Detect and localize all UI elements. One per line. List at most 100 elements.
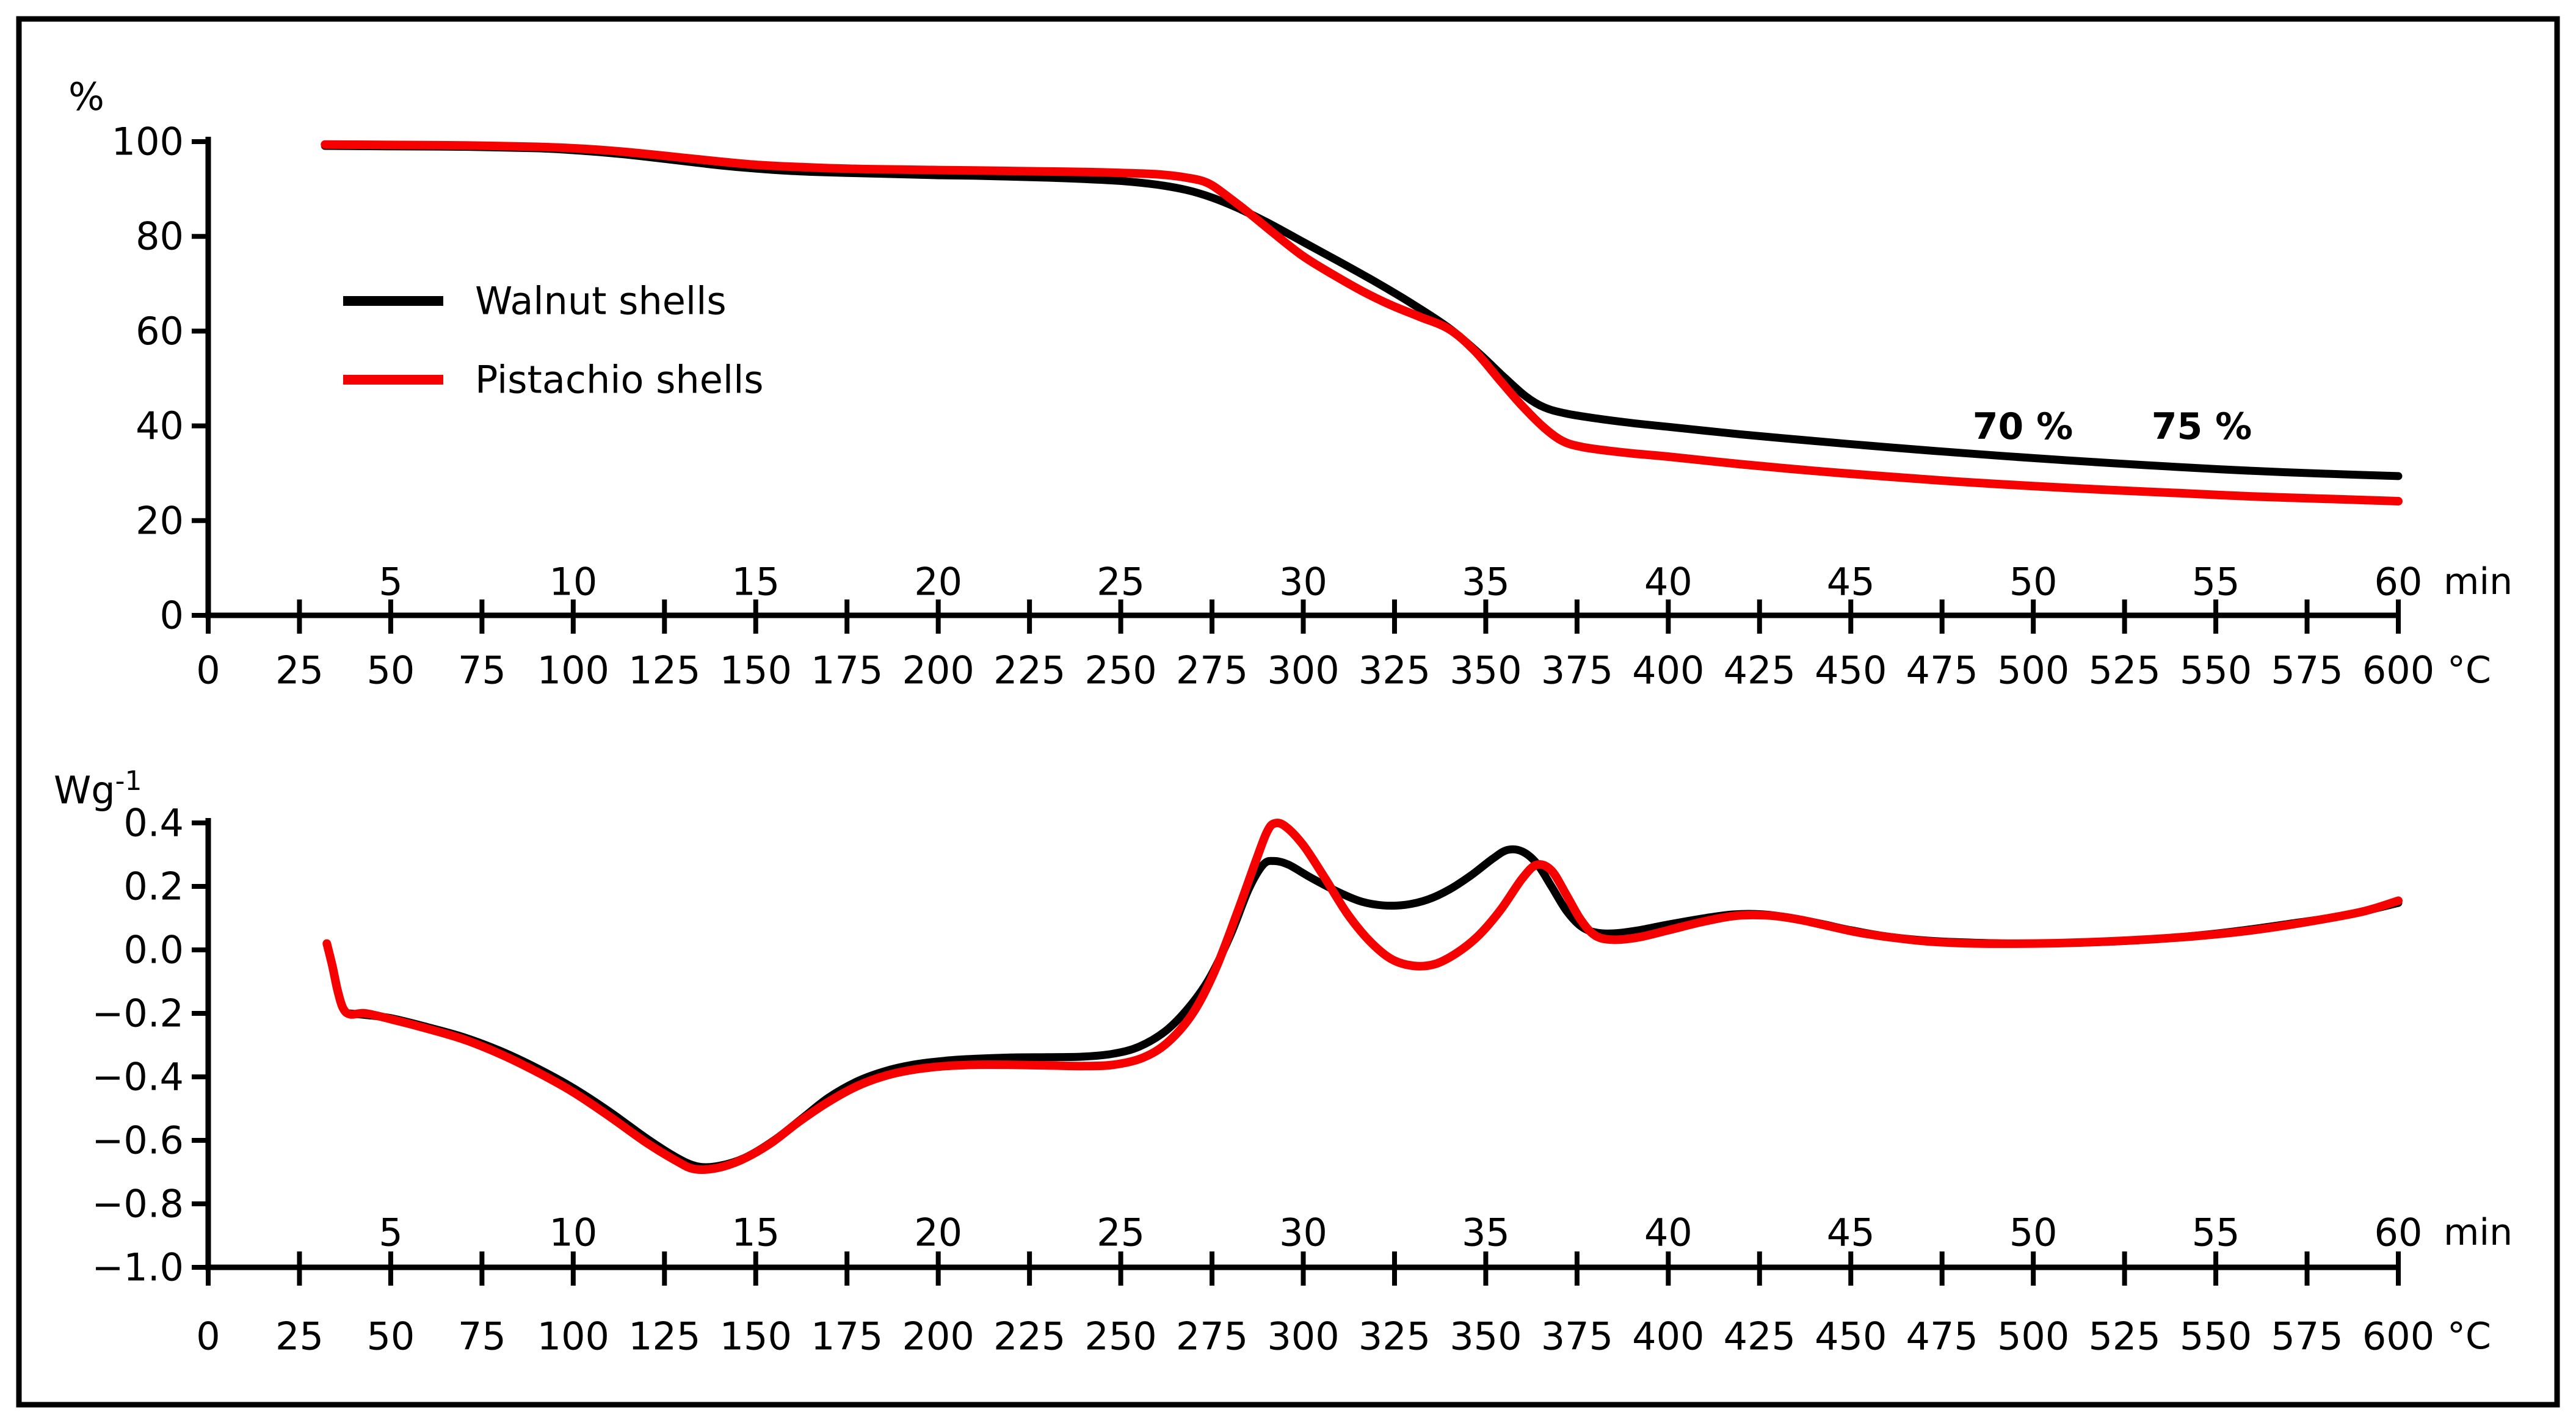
dsc-celsius-label: 0 (196, 1314, 220, 1359)
dsc-celsius-label: 100 (537, 1314, 609, 1359)
tga-y-tick-label: 60 (136, 309, 184, 353)
tga-celsius-label: 275 (1176, 648, 1248, 693)
tga-celsius-label: 125 (628, 648, 700, 693)
tga-pistachio-curve (321, 140, 2403, 505)
dsc-celsius-label: 25 (275, 1314, 324, 1359)
dsc-chart: Wg-1 0.4 0.2 0.0 −0.2 −0.4 −0.6 −0.8 −1.0 5 10 15 2… (54, 766, 2513, 1359)
dsc-min-label: 40 (1644, 1211, 1693, 1255)
tga-min-label: 50 (2009, 560, 2058, 604)
dsc-celsius-label: 325 (1359, 1314, 1431, 1359)
legend-walnut-label: Walnut shells (475, 279, 727, 324)
dsc-min-label: 45 (1827, 1211, 1875, 1255)
tga-celsius-label: 350 (1449, 648, 1522, 693)
tga-x-unit-min: min (2444, 560, 2513, 603)
dsc-pistachio-curve (322, 819, 2403, 1175)
dsc-celsius-label: 475 (1906, 1314, 1978, 1359)
tga-y-tick-label: 40 (136, 404, 184, 448)
dsc-celsius-label: 275 (1176, 1314, 1248, 1359)
dsc-min-label: 5 (379, 1211, 402, 1255)
tga-celsius-label: 50 (366, 648, 415, 693)
tga-y-tick-label: 100 (112, 120, 184, 164)
tga-min-label: 25 (1097, 560, 1145, 604)
tga-min-label: 45 (1827, 560, 1875, 604)
dsc-min-label: 55 (2192, 1211, 2240, 1255)
dsc-min-label: 25 (1097, 1211, 1145, 1255)
tga-y-tick-label: 80 (136, 214, 184, 259)
dsc-celsius-label: 550 (2180, 1314, 2252, 1359)
dsc-celsius-label: 200 (902, 1314, 974, 1359)
tga-celsius-label: 400 (1632, 648, 1704, 693)
tga-annotation-pistachio-residue: 75 % (2152, 405, 2252, 448)
dsc-min-label: 35 (1462, 1211, 1510, 1255)
tga-celsius-label: 550 (2180, 648, 2252, 693)
tga-celsius-label: 575 (2271, 648, 2343, 693)
dsc-y-tick-label: −1.0 (92, 1245, 184, 1290)
dsc-celsius-label: 300 (1267, 1314, 1339, 1359)
tga-y-axis-label: % (68, 74, 104, 119)
dsc-celsius-label: 150 (720, 1314, 792, 1359)
dsc-y-tick-label: 0.4 (123, 801, 184, 845)
dsc-celsius-label: 400 (1632, 1314, 1704, 1359)
dsc-celsius-label: 525 (2088, 1314, 2160, 1359)
dsc-celsius-label: 225 (993, 1314, 1065, 1359)
tga-celsius-label: 225 (993, 648, 1065, 693)
dsc-y-tick-label: −0.2 (92, 991, 184, 1036)
tga-celsius-label: 425 (1724, 648, 1796, 693)
dsc-y-tick-label: −0.4 (92, 1055, 184, 1099)
dsc-celsius-label: 175 (811, 1314, 883, 1359)
dsc-x-unit-min: min (2444, 1211, 2513, 1254)
tga-min-label: 60 (2375, 560, 2423, 604)
dsc-celsius-label: 575 (2271, 1314, 2343, 1359)
tga-min-label: 40 (1644, 560, 1693, 604)
dsc-min-label: 10 (549, 1211, 597, 1255)
tga-min-label: 55 (2192, 560, 2240, 604)
dsc-celsius-label: 50 (366, 1314, 415, 1359)
legend: Walnut shells Pistachio shells (343, 279, 764, 402)
dsc-y-tick-label: 0.0 (123, 928, 184, 972)
tga-y-tick-label: 20 (136, 498, 184, 543)
tga-celsius-label: 450 (1815, 648, 1887, 693)
dsc-min-label: 30 (1279, 1211, 1327, 1255)
tga-celsius-label: 325 (1359, 648, 1431, 693)
legend-pistachio-label: Pistachio shells (475, 358, 764, 402)
tga-min-label: 20 (914, 560, 962, 604)
dsc-celsius-label: 450 (1815, 1314, 1887, 1359)
tga-y-tick-label: 0 (160, 593, 184, 638)
dsc-celsius-label: 375 (1541, 1314, 1613, 1359)
tga-celsius-label: 200 (902, 648, 974, 693)
tga-x-unit-celsius: °C (2447, 649, 2491, 692)
tga-celsius-label: 150 (720, 648, 792, 693)
dsc-celsius-label: 250 (1084, 1314, 1156, 1359)
tga-annotation-walnut-residue: 70 % (1973, 405, 2073, 448)
tga-celsius-label: 375 (1541, 648, 1613, 693)
tga-curves (321, 140, 2403, 505)
dsc-min-label: 20 (914, 1211, 962, 1255)
dsc-min-label: 50 (2009, 1211, 2058, 1255)
dsc-axes: 0.4 0.2 0.0 −0.2 −0.4 −0.6 −0.8 −1.0 5 10 15 20 25 30… (92, 801, 2434, 1359)
dsc-celsius-label: 600 (2362, 1314, 2434, 1359)
dsc-y-tick-label: 0.2 (123, 864, 184, 909)
dsc-x-unit-celsius: °C (2447, 1315, 2491, 1358)
tga-celsius-label: 525 (2088, 648, 2160, 693)
dsc-celsius-label: 75 (458, 1314, 506, 1359)
tga-celsius-label: 600 (2362, 648, 2434, 693)
dsc-celsius-label: 125 (628, 1314, 700, 1359)
dsc-y-tick-label: −0.6 (92, 1118, 184, 1163)
tga-celsius-label: 100 (537, 648, 609, 693)
dsc-celsius-label: 425 (1724, 1314, 1796, 1359)
tga-min-label: 5 (379, 560, 402, 604)
dsc-min-label: 60 (2375, 1211, 2423, 1255)
tga-celsius-label: 0 (196, 648, 220, 693)
dsc-celsius-label: 500 (1997, 1314, 2069, 1359)
tga-min-label: 10 (549, 560, 597, 604)
tga-min-label: 15 (731, 560, 780, 604)
tga-celsius-label: 500 (1997, 648, 2069, 693)
dsc-celsius-label: 350 (1449, 1314, 1522, 1359)
tga-min-label: 30 (1279, 560, 1327, 604)
figure-border (16, 16, 2560, 1408)
tga-min-label: 35 (1462, 560, 1510, 604)
